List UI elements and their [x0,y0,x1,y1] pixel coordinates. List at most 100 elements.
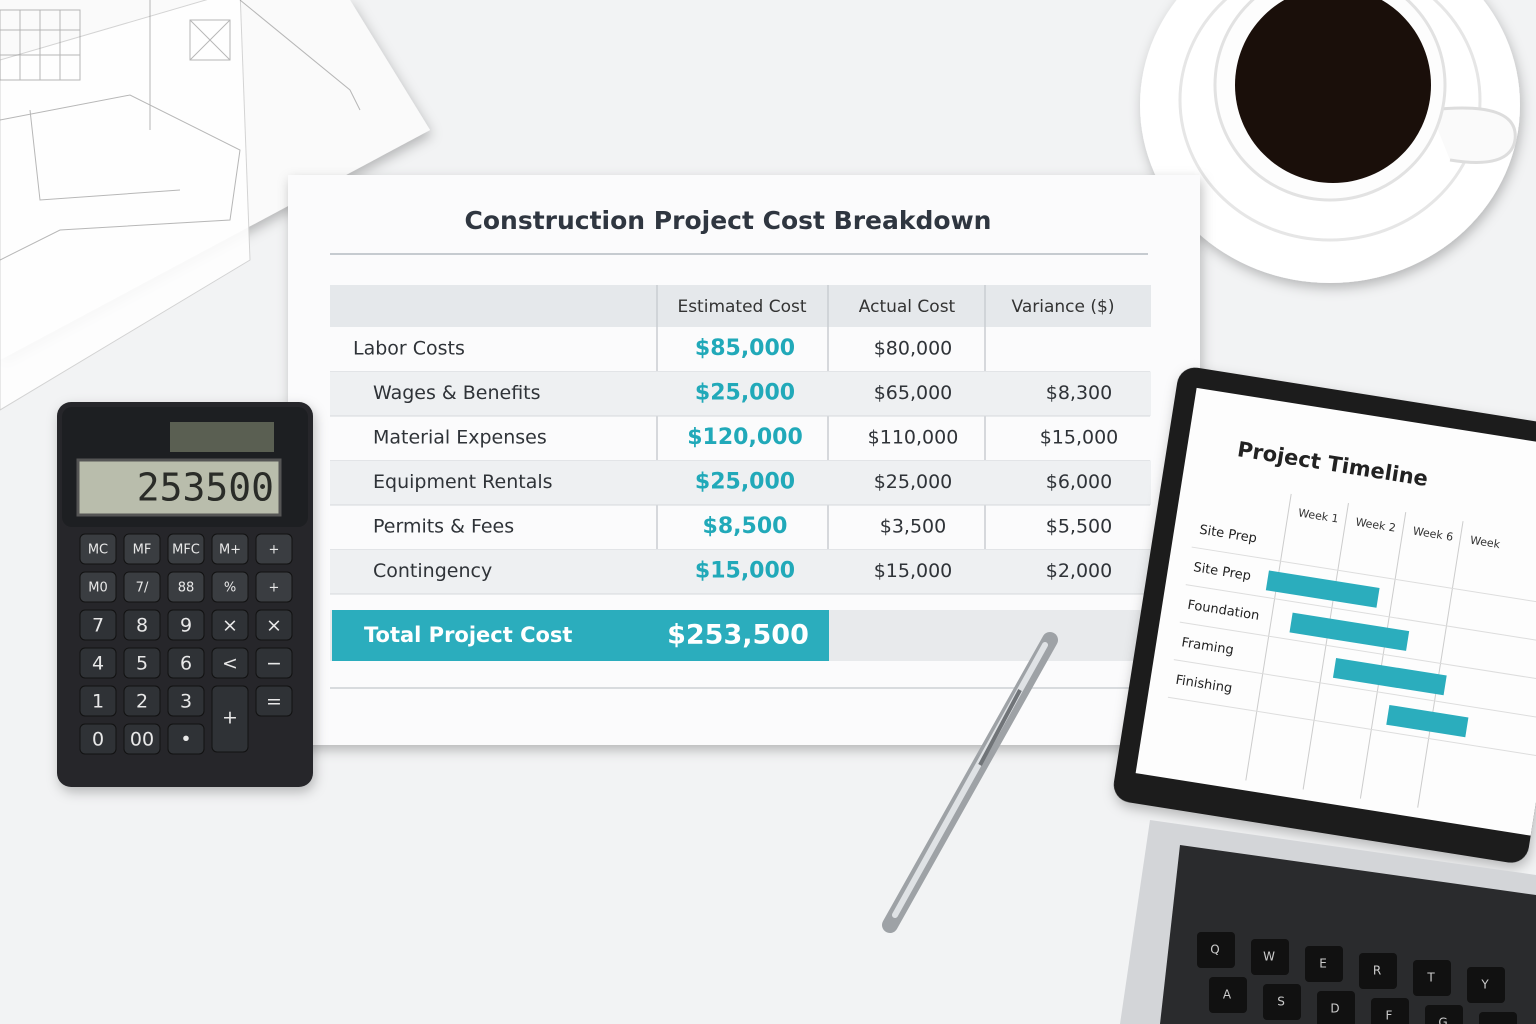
laptop-key [1263,984,1301,1020]
variance: $2,000 [1046,560,1112,582]
estimated-cost: $8,500 [703,514,788,539]
week-label: Week 1 [1297,506,1339,525]
week-label: Week 2 [1355,515,1397,534]
display-value: 253500 [137,466,274,510]
keyboard: Q W E R T Y A S D F G H [1120,820,1536,1024]
calc-key-label: + [269,581,280,596]
calc-key-label: 9 [180,615,192,637]
calc-key-label: 6 [180,653,192,675]
column-header: Variance ($) [1012,297,1115,317]
laptop-key [1425,1005,1463,1024]
calc-key [211,609,249,641]
calc-key [167,723,205,755]
actual-cost: $25,000 [874,471,953,493]
calc-key [123,533,161,565]
calc-key-label: MFC [172,543,200,558]
calc-key [211,647,249,679]
calc-key [123,571,161,603]
row-label: Permits & Fees [373,516,514,538]
actual-cost: $15,000 [874,560,953,582]
calc-key [79,533,117,565]
timeline-rule [1167,696,1536,758]
task-bar [1332,658,1447,696]
pen [882,632,1058,933]
estimated-cost: $85,000 [695,336,795,361]
estimated-cost: $120,000 [687,425,803,450]
row-label: Equipment Rentals [373,471,553,493]
solar-panel [170,422,274,452]
week-divider [1302,502,1349,790]
calc-key [211,571,249,603]
timeline-rule [1179,621,1536,683]
calc-key-label: 0 [92,729,104,751]
calc-key [255,609,293,641]
calc-key [211,685,249,753]
laptop-key-label: F [1386,1009,1393,1023]
calc-key-label: 3 [180,691,192,713]
calc-key [79,647,117,679]
laptop-key-label: A [1223,988,1232,1002]
estimated-cost: $25,000 [695,381,795,406]
calc-key-label: M+ [219,543,241,558]
laptop-key-label: Y [1480,978,1489,992]
laptop-key [1413,960,1451,996]
calculator: 253500 MC MF MFC M+ + M0 7/88% +7 8 9 × × 4 5 6 < − 1 2 3 + =… [57,402,313,787]
week-label: Week 6 [1412,525,1454,544]
calc-key [167,571,205,603]
task-bar [1386,704,1469,738]
actual-cost: $80,000 [874,338,953,360]
row-label: Contingency [373,560,492,582]
calc-key-label: 5 [136,653,148,675]
laptop-key [1479,1012,1517,1024]
calc-key-label: 00 [130,729,154,751]
blueprint [0,0,430,411]
calc-key-label: • [180,729,191,751]
coffee-cup [1140,0,1520,283]
calc-key [255,647,293,679]
calc-key [79,723,117,755]
laptop-key [1197,932,1235,968]
task-bar [1265,570,1380,608]
calc-key-label: = [266,691,282,713]
row-label: Wages & Benefits [373,382,541,404]
laptop-key [1371,998,1409,1024]
calc-key [167,533,205,565]
calc-key-label: × [222,615,238,637]
timeline-rule [1185,584,1536,645]
calc-key-label: − [266,653,282,675]
row-band [330,371,1151,416]
laptop-key [1317,991,1355,1024]
total-highlight [332,610,829,661]
calc-key [167,685,205,717]
laptop-key-label: W [1263,950,1275,964]
week-label: Week [1469,534,1501,552]
calc-key [167,647,205,679]
calc-key [211,533,249,565]
calc-key-label: 88 [178,581,195,596]
variance: $6,000 [1046,471,1112,493]
week-divider [1417,521,1464,808]
laptop-key-label: H [1492,1023,1501,1024]
row-label: Labor Costs [353,338,465,360]
calc-key-label: 8 [136,615,148,637]
total-value: $253,500 [667,620,809,651]
calc-key-label: × [266,615,282,637]
column-header: Actual Cost [859,297,956,317]
week-divider [1245,493,1292,781]
calc-key-label: 1 [92,691,104,713]
laptop-key [1467,967,1505,1003]
calc-key-label: 7/ [136,581,149,596]
variance: $5,500 [1046,516,1112,538]
row-band [330,549,1151,594]
estimated-cost: $15,000 [695,559,795,584]
laptop-key-label: E [1319,957,1327,971]
row-band [330,460,1151,505]
calc-key-label: 4 [92,653,104,675]
actual-cost: $110,000 [868,427,959,449]
actual-cost: $65,000 [874,382,953,404]
calc-key [255,685,293,717]
calc-key [255,533,293,565]
calc-key [123,723,161,755]
